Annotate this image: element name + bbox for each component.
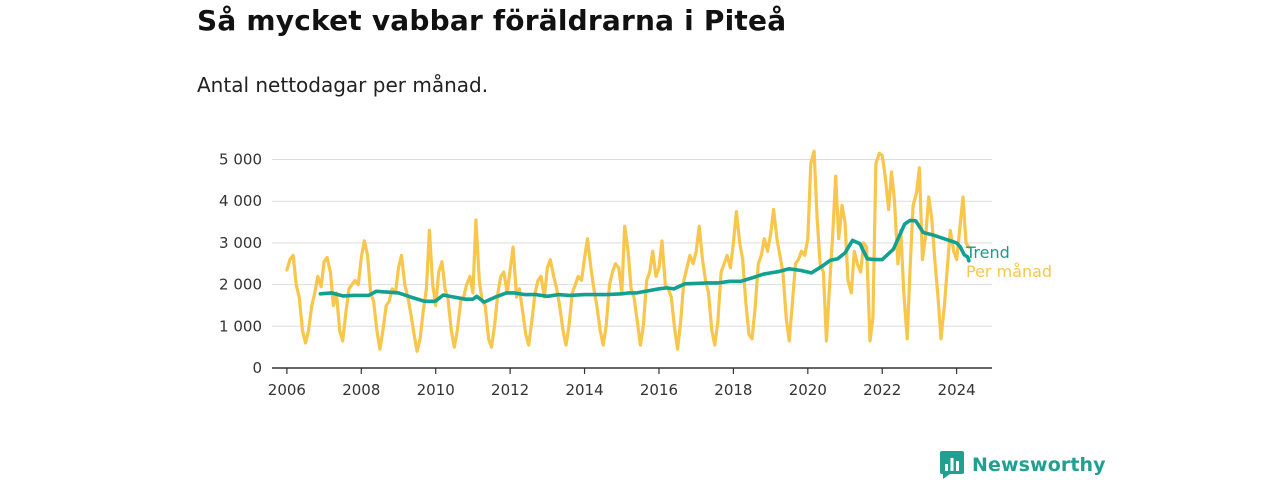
chart-title: Så mycket vabbar föräldrarna i Piteå — [197, 4, 787, 37]
y-tick-label: 4 000 — [219, 192, 262, 210]
y-tick-label: 5 000 — [219, 151, 262, 169]
x-tick-label: 2012 — [491, 381, 529, 399]
x-tick-label: 2022 — [863, 381, 901, 399]
bar-chart-bubble-icon — [940, 451, 964, 479]
legend-label-per-manad: Per månad — [966, 262, 1052, 281]
x-tick-label: 2010 — [417, 381, 455, 399]
x-tick-label: 2020 — [789, 381, 827, 399]
x-tick-label: 2014 — [565, 381, 603, 399]
x-tick-label: 2024 — [938, 381, 976, 399]
x-axis: 2006 2008 2010 2012 2014 2016 2018 2020 2022 2024 — [268, 367, 992, 399]
chart-subtitle: Antal nettodagar per månad. — [197, 73, 489, 97]
x-tick-label: 2008 — [342, 381, 380, 399]
series-line-trend — [318, 218, 971, 304]
gridlines — [272, 159, 992, 327]
x-tick-label: 2006 — [268, 381, 306, 399]
y-tick-label: 1 000 — [219, 317, 262, 335]
x-tick-label: 2018 — [714, 381, 752, 399]
series-lines — [285, 149, 971, 353]
newsworthy-logo: Newsworthy — [940, 451, 1106, 479]
legend-label-trend: Trend — [965, 243, 1010, 262]
x-tick-label: 2016 — [640, 381, 678, 399]
logo-text: Newsworthy — [972, 454, 1106, 476]
y-tick-label: 2 000 — [219, 276, 262, 294]
y-tick-label: 0 — [252, 359, 262, 377]
y-axis-ticks: 0 1 000 2 000 3 000 4 000 5 000 — [219, 151, 262, 377]
y-tick-label: 3 000 — [219, 234, 262, 252]
series-line-per-manad — [285, 149, 971, 353]
